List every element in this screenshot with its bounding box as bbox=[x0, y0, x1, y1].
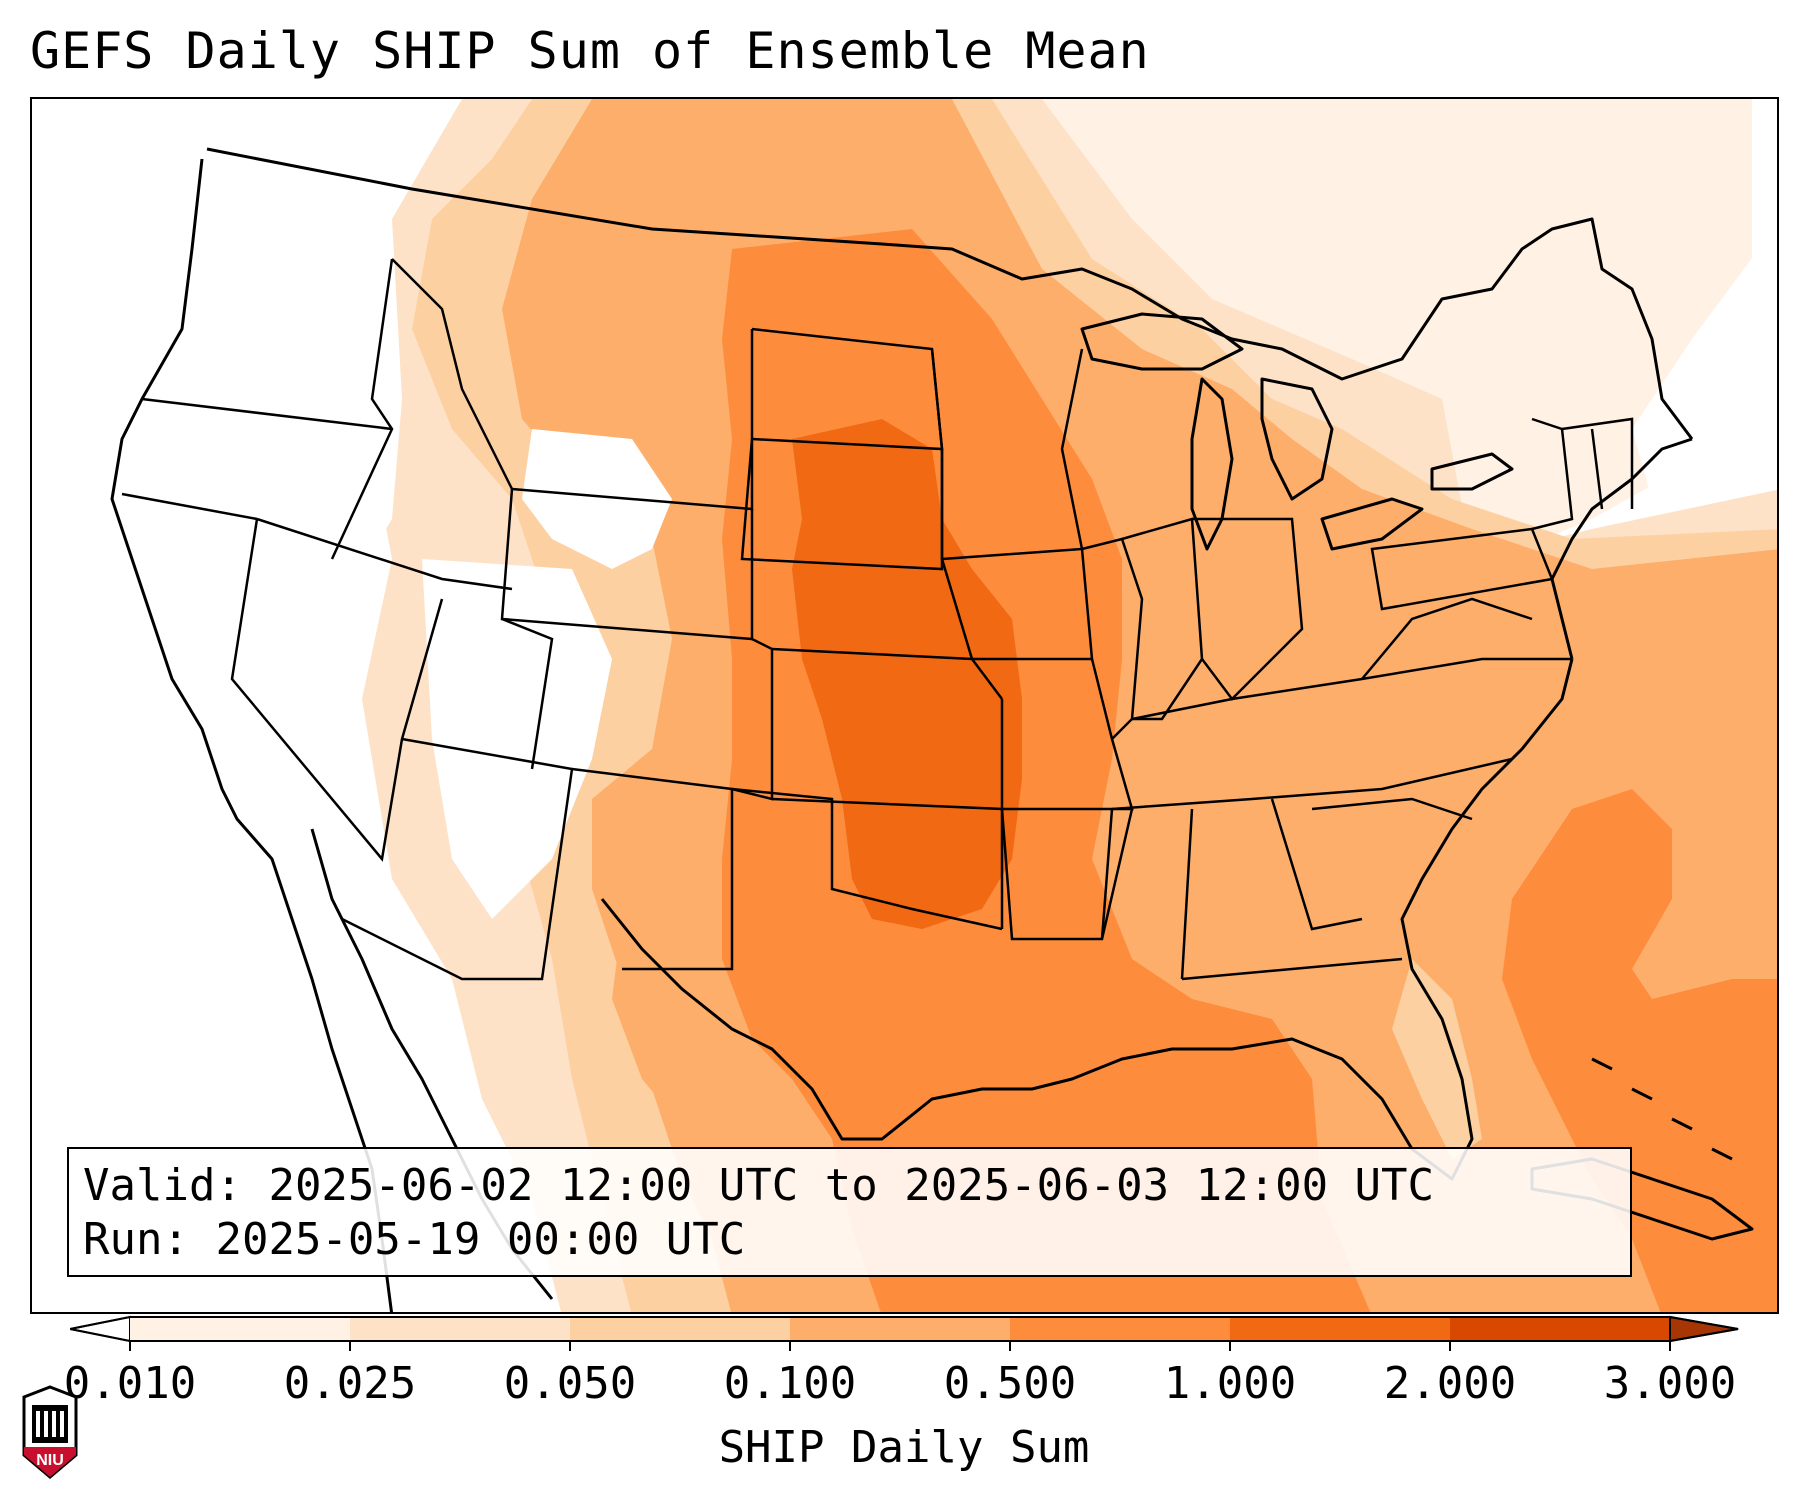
colorbar-tick-label: 0.025 bbox=[283, 1358, 417, 1409]
colorbar-segment bbox=[1010, 1317, 1231, 1341]
lake-erie bbox=[1320, 497, 1424, 551]
colorbar-under-arrow bbox=[70, 1315, 131, 1343]
field-very-light-north bbox=[392, 99, 1752, 569]
border-ut-co bbox=[501, 617, 554, 770]
run-line: Run: 2025-05-19 00:00 UTC bbox=[83, 1213, 1616, 1267]
state-borders bbox=[121, 258, 1634, 981]
map-panel bbox=[30, 97, 1779, 1314]
ship-field bbox=[32, 99, 1777, 1312]
ship-map bbox=[32, 99, 1777, 1312]
colorbar-tick-label: 0.500 bbox=[943, 1358, 1077, 1409]
colorbar-segment bbox=[350, 1317, 571, 1341]
border-mn bbox=[930, 348, 1084, 561]
colorbar-tick-label: 2.000 bbox=[1383, 1358, 1517, 1409]
map-title: GEFS Daily SHIP Sum of Ensemble Mean bbox=[30, 22, 1150, 80]
colorbar-label: SHIP Daily Sum bbox=[718, 1422, 1090, 1473]
colorbar-tick-label: 0.050 bbox=[503, 1358, 637, 1409]
border-id-nv-ut bbox=[256, 517, 513, 591]
border-ia-mo bbox=[940, 548, 1094, 661]
border-ms-al bbox=[1100, 798, 1363, 980]
border-pa bbox=[1370, 527, 1554, 611]
colorbar-segment bbox=[570, 1317, 791, 1341]
valid-line: Valid: 2025-06-02 12:00 UTC to 2025-06-0… bbox=[83, 1159, 1616, 1213]
border-mt-id bbox=[391, 258, 514, 490]
field-white-ut-nm bbox=[422, 559, 612, 919]
colorbar-segment bbox=[790, 1317, 1011, 1341]
niu-logo: NIU bbox=[22, 1385, 78, 1479]
field-mid-dark-atlantic bbox=[1502, 789, 1777, 1312]
lake-huron bbox=[1260, 377, 1334, 501]
colorbar-segment bbox=[1450, 1317, 1671, 1341]
run-label: Run: bbox=[83, 1214, 189, 1265]
colorbar bbox=[70, 1315, 1739, 1351]
bahamas-islands bbox=[1591, 1057, 1733, 1161]
border-co-ks bbox=[731, 637, 774, 801]
valid-label: Valid: bbox=[83, 1160, 242, 1211]
lake-michigan bbox=[1190, 377, 1234, 551]
border-ok-tx bbox=[731, 787, 1003, 931]
colorbar-tick-label: 3.000 bbox=[1603, 1358, 1737, 1409]
gulf-coastline bbox=[600, 658, 1574, 1181]
border-in-oh bbox=[1192, 517, 1304, 701]
colorbar-segment bbox=[1230, 1317, 1451, 1341]
lake-superior bbox=[1080, 312, 1244, 371]
east-coastline bbox=[1550, 437, 1693, 660]
border-az-nm bbox=[341, 737, 574, 981]
colorbar-tick-label: 0.100 bbox=[723, 1358, 857, 1409]
field-white-east-corner bbox=[1632, 224, 1777, 499]
border-ga-fl bbox=[1181, 957, 1403, 981]
colorbar-over-arrow bbox=[1669, 1315, 1739, 1343]
svg-text:NIU: NIU bbox=[36, 1452, 64, 1469]
border-wi-il bbox=[1081, 537, 1144, 740]
border-nv bbox=[230, 518, 444, 862]
border-va bbox=[1361, 597, 1533, 680]
field-mid-texas bbox=[612, 919, 792, 1179]
valid-run-info-box: Valid: 2025-06-02 12:00 UTC to 2025-06-0… bbox=[67, 1147, 1632, 1277]
border-ar-la bbox=[1000, 808, 1134, 941]
colorbar-segment bbox=[130, 1317, 351, 1341]
west-coastline bbox=[110, 158, 393, 1312]
us-canada-border bbox=[206, 147, 1694, 440]
border-id-west bbox=[330, 258, 394, 560]
colorbar-tick-label: 1.000 bbox=[1163, 1358, 1297, 1409]
colorbar-tick-label: 0.010 bbox=[63, 1358, 197, 1409]
border-tn-south bbox=[1111, 757, 1513, 811]
valid-value: 2025-06-02 12:00 UTC to 2025-06-03 12:00… bbox=[268, 1160, 1435, 1211]
border-nc-sc bbox=[1311, 797, 1473, 821]
border-nm-tx bbox=[571, 767, 734, 971]
field-light-mid-florida bbox=[1392, 959, 1482, 1159]
border-new-england bbox=[1561, 417, 1634, 510]
border-wa-or bbox=[141, 397, 393, 431]
field-white-co-wy bbox=[522, 429, 672, 569]
lake-ontario bbox=[1430, 452, 1514, 491]
border-ny bbox=[1531, 417, 1574, 531]
border-or-ca bbox=[121, 492, 258, 521]
run-value: 2025-05-19 00:00 UTC bbox=[215, 1214, 746, 1265]
border-wy-co bbox=[500, 488, 754, 641]
